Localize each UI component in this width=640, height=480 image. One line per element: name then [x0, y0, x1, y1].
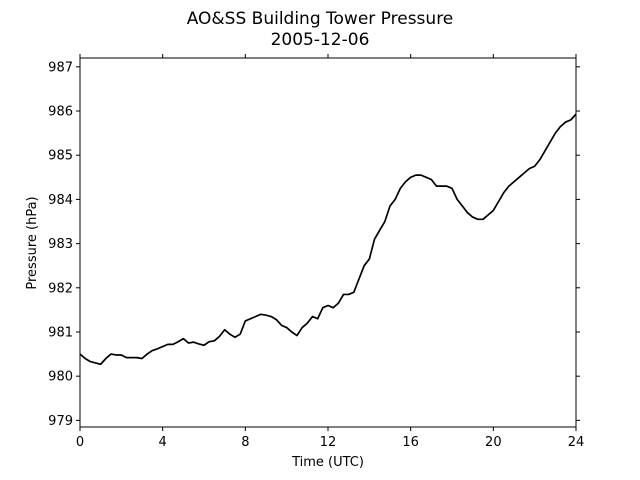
- x-tick-label: 4: [159, 435, 167, 450]
- y-tick-label: 983: [48, 237, 73, 252]
- x-tick-label: 20: [485, 435, 502, 450]
- x-axis-ticks: 0 4 8 12 16 20 24: [76, 54, 584, 450]
- y-tick-label: 982: [48, 281, 73, 296]
- y-tick-label: 981: [48, 325, 73, 340]
- y-tick-label: 987: [48, 60, 73, 75]
- y-tick-label: 984: [48, 193, 73, 208]
- y-axis-label: Pressure (hPa): [25, 196, 40, 289]
- x-tick-label: 16: [402, 435, 419, 450]
- x-tick-label: 12: [320, 435, 337, 450]
- y-tick-label: 985: [48, 149, 73, 164]
- pressure-series-line: [79, 113, 577, 366]
- y-tick-label: 986: [48, 105, 73, 120]
- y-tick-label: 979: [48, 414, 73, 429]
- y-tick-label: 980: [48, 370, 73, 385]
- chart-subtitle: 2005-12-06: [271, 30, 370, 50]
- y-axis-ticks: 979 980 981 982 983 984 985 986 987: [48, 60, 580, 429]
- x-axis-label: Time (UTC): [291, 455, 364, 470]
- x-tick-label: 0: [76, 435, 84, 450]
- x-tick-label: 24: [568, 435, 585, 450]
- x-tick-label: 8: [241, 435, 249, 450]
- chart-title: AO&SS Building Tower Pressure: [187, 9, 454, 29]
- plot-frame: [79, 57, 577, 428]
